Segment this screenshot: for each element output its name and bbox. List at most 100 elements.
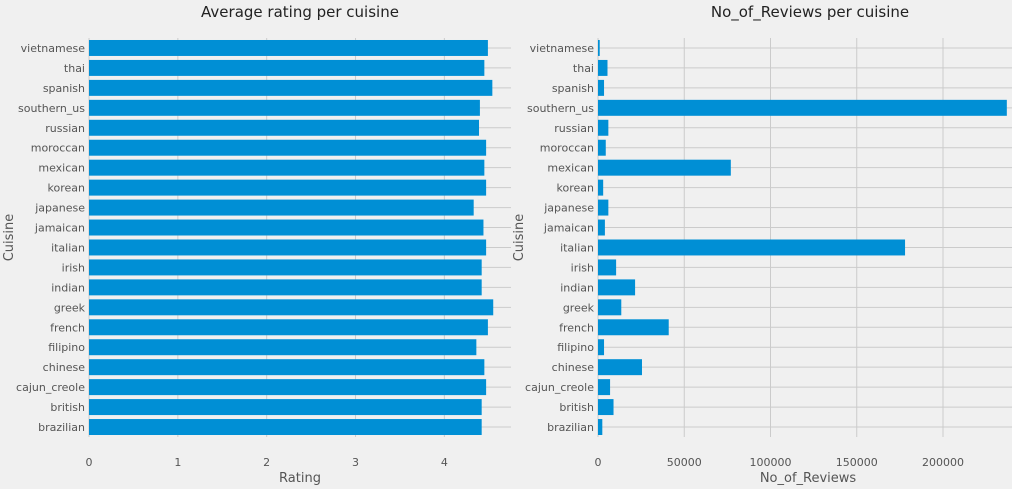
bar-greek [598,299,622,316]
y-tick-label: vietnamese [530,42,595,55]
y-tick-label: irish [62,261,85,274]
y-tick-label: chinese [43,361,86,374]
bar-moroccan [598,139,606,156]
y-tick-label: japanese [543,202,594,215]
bar-spanish [89,79,493,96]
bar-spanish [598,79,605,96]
x-tick-label: 200000 [922,456,964,469]
bar-italian [598,239,906,256]
y-tick-label: greek [563,301,595,314]
bar-mexican [598,159,731,176]
bar-irish [89,259,482,276]
y-tick-label: jamaican [34,222,85,235]
bar-jamaican [598,219,605,236]
y-tick-label: southern_us [527,102,594,115]
y-tick-label: french [559,321,594,334]
y-tick-label: mexican [547,162,594,175]
y-tick-label: thai [64,62,85,75]
x-tick-label: 50000 [667,456,702,469]
bar-cajun_creole [89,379,487,396]
y-tick-label: british [50,401,85,414]
bar-thai [598,59,608,76]
bar-vietnamese [598,39,600,56]
x-tick-label: 0 [86,456,93,469]
bar-indian [89,279,482,296]
y-tick-label: moroccan [31,142,85,155]
y-tick-label: irish [571,261,594,274]
bar-chinese [598,359,642,376]
y-tick-label: vietnamese [21,42,86,55]
chart-panel-1: brazilian british cajun_creole chinese filip… [2,3,511,486]
y-tick-label: filipino [557,341,594,354]
y-axis-label: Cuisine [2,214,17,262]
y-tick-label: brazilian [38,421,85,434]
bar-brazilian [89,419,482,436]
y-tick-label: cajun_creole [525,381,594,394]
x-tick-label: 2 [263,456,270,469]
bar-southern_us [89,99,480,116]
bar-japanese [89,199,474,216]
bar-filipino [598,339,605,356]
y-tick-label: spanish [43,82,85,95]
bar-british [89,399,482,416]
bar-french [598,319,669,336]
chart-panel-2: brazilian british cajun_creole chinese filip… [512,3,1012,486]
y-tick-label: japanese [34,202,85,215]
bar-filipino [89,339,477,356]
bar-chinese [89,359,485,376]
bar-irish [598,259,617,276]
bar-brazilian [598,419,603,436]
bar-korean [598,179,604,196]
x-tick-label: 1 [174,456,181,469]
y-tick-label: moroccan [540,142,594,155]
y-tick-label: russian [554,122,594,135]
bar-moroccan [89,139,487,156]
y-tick-label: greek [54,301,86,314]
y-tick-label: southern_us [18,102,85,115]
y-tick-label: russian [45,122,85,135]
bar-british [598,399,614,416]
bar-korean [89,179,487,196]
bar-southern_us [598,99,1007,116]
x-axis-label: Rating [279,471,321,485]
y-tick-label: italian [560,241,594,254]
bar-greek [89,299,494,316]
bar-japanese [598,199,609,216]
x-tick-label: 3 [352,456,359,469]
bar-jamaican [89,219,484,236]
y-tick-label: british [559,401,594,414]
bar-russian [598,119,609,136]
y-tick-label: korean [48,182,85,195]
y-tick-label: chinese [552,361,595,374]
x-axis-label: No_of_Reviews [760,471,857,485]
x-tick-label: 100000 [750,456,792,469]
y-axis-label: Cuisine [512,214,527,262]
y-tick-label: indian [560,281,594,294]
y-tick-label: cajun_creole [16,381,85,394]
bar-italian [89,239,487,256]
y-tick-label: italian [51,241,85,254]
bar-thai [89,59,485,76]
bar-cajun_creole [598,379,611,396]
x-tick-label: 0 [595,456,602,469]
y-tick-label: indian [51,281,85,294]
bar-vietnamese [89,39,488,56]
y-tick-label: jamaican [543,222,594,235]
x-tick-label: 150000 [836,456,878,469]
y-tick-label: filipino [48,341,85,354]
y-tick-label: brazilian [547,421,594,434]
y-tick-label: spanish [552,82,594,95]
chart-title: No_of_Reviews per cuisine [711,3,909,22]
x-tick-label: 4 [441,456,448,469]
bar-indian [598,279,636,296]
y-tick-label: mexican [38,162,85,175]
y-tick-label: french [50,321,85,334]
bar-russian [89,119,480,136]
bar-mexican [89,159,485,176]
y-tick-label: thai [573,62,594,75]
y-tick-label: korean [557,182,594,195]
chart-title: Average rating per cuisine [201,3,399,21]
bar-french [89,319,488,336]
